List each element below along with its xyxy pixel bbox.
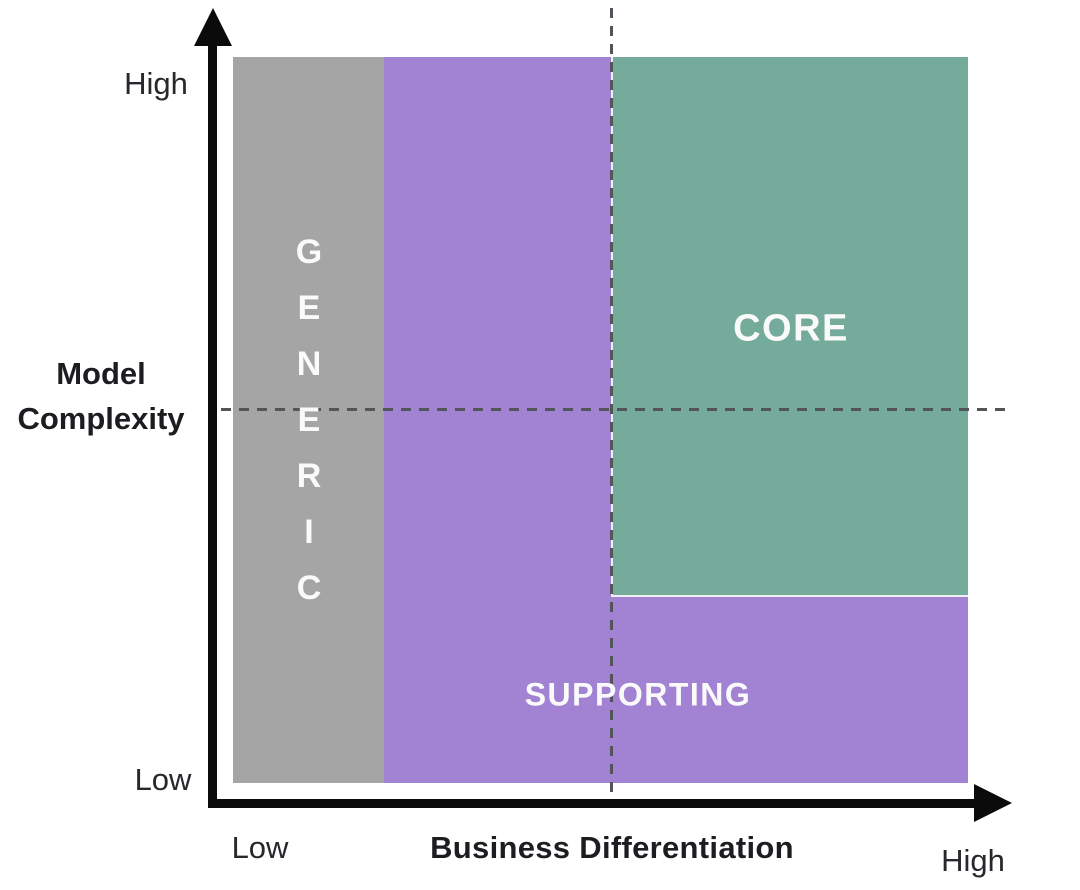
y-axis-line (208, 40, 217, 808)
y-axis-arrowhead-icon (194, 8, 232, 46)
x-axis-high-tick: High (941, 843, 1005, 878)
horizontal-dashed-guide (221, 408, 1009, 411)
region-core-label: CORE (733, 307, 849, 350)
region-generic (233, 57, 384, 783)
region-core (611, 57, 968, 597)
y-axis-title: Model Complexity (17, 356, 185, 436)
x-axis-low-tick: Low (231, 830, 289, 865)
x-axis-arrowhead-icon (974, 784, 1012, 822)
x-axis-title: Business Differentiation (430, 830, 794, 865)
vertical-dashed-guide (610, 8, 613, 798)
region-supporting-label: SUPPORTING (524, 676, 752, 713)
x-axis-line (208, 799, 976, 808)
y-axis-low-tick: Low (134, 762, 192, 797)
y-axis-high-tick: High (124, 66, 188, 101)
